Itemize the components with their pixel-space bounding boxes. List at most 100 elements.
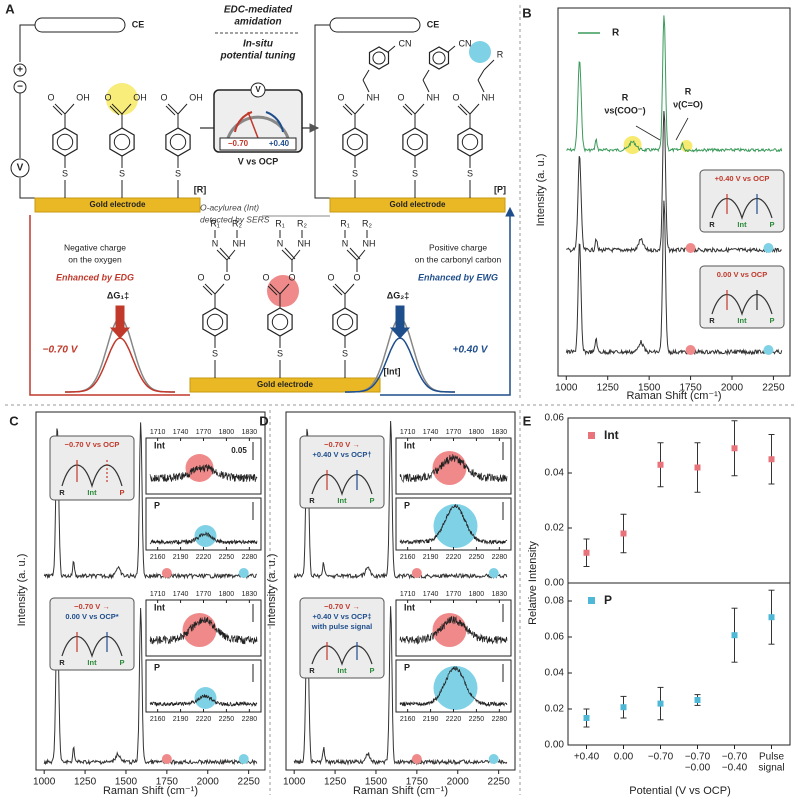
y-tick-label: 0.04 — [545, 468, 565, 479]
data-point — [657, 461, 664, 468]
label: Int — [737, 316, 747, 325]
aromatic-circle — [169, 133, 187, 151]
spectrum-trace — [149, 694, 258, 708]
x-tick-label: 1750 — [406, 777, 429, 788]
x-axis-label: Potential (V vs OCP) — [629, 785, 730, 797]
inset-tick-label: 1740 — [173, 591, 189, 598]
label: O — [47, 92, 54, 102]
inset-tick-label: 1710 — [150, 591, 166, 598]
marker-p — [488, 754, 499, 764]
x-tick-label: 1250 — [324, 777, 347, 788]
bond — [121, 103, 132, 115]
inset-tick-label: 1710 — [400, 429, 416, 436]
label: amidation — [234, 17, 281, 28]
panel-label: D — [259, 413, 268, 428]
bond — [447, 45, 456, 53]
meter-window — [219, 137, 297, 151]
marker-p — [763, 345, 774, 355]
x-tick-label: −0.70 — [685, 752, 711, 763]
legend-label: P — [604, 593, 612, 607]
label: potential tuning — [220, 51, 296, 62]
label: P — [404, 500, 410, 510]
label: N — [212, 238, 219, 248]
label: + — [17, 65, 23, 76]
label: O — [223, 272, 230, 282]
y-axis-label: Relative Intensity — [527, 541, 539, 625]
inset-tick-label: 1830 — [492, 591, 508, 598]
legend-label: R — [612, 28, 620, 39]
x-tick-label: 1750 — [156, 777, 179, 788]
bond — [344, 103, 356, 115]
marker-int — [685, 243, 696, 253]
label: with pulse signal — [311, 622, 372, 631]
counter-electrode — [34, 17, 126, 33]
bond — [362, 69, 370, 81]
bond — [54, 103, 66, 115]
panel-label: C — [9, 413, 19, 428]
marker-p — [763, 243, 774, 253]
x-tick-label: 1750 — [679, 383, 702, 394]
label: +0.40 V vs OCP — [715, 174, 770, 183]
inset-tick-label: 2250 — [219, 554, 235, 561]
legend-swatch — [588, 597, 595, 604]
inset-box — [699, 169, 785, 233]
bond — [219, 247, 231, 260]
label: O — [104, 92, 111, 102]
label: O — [337, 92, 344, 102]
bond — [469, 103, 480, 115]
aromatic-circle — [56, 133, 74, 151]
y-axis-label: Intensity (a. u.) — [266, 554, 278, 627]
x-tick-label: 0.00 — [614, 752, 634, 763]
data-point — [694, 697, 701, 703]
y-tick-label: 0.04 — [545, 668, 565, 679]
needle — [247, 111, 259, 139]
label: OH — [76, 92, 90, 102]
x-tick-label: −0.70 — [648, 752, 674, 763]
inset-tick-label: 2160 — [150, 716, 166, 723]
label: [P] — [494, 184, 506, 194]
spectrum-trace — [566, 15, 783, 154]
x-axis-label: Raman Shift (cm⁻¹) — [353, 785, 448, 797]
benzene-ring — [202, 307, 228, 337]
bond — [356, 249, 366, 261]
spectrum-trace — [399, 504, 508, 545]
label: Gold electrode — [389, 200, 446, 209]
inset-tick-label: 1830 — [242, 429, 258, 436]
label: S — [467, 168, 473, 178]
energy-profile — [711, 198, 773, 221]
label: on the oxygen — [68, 254, 122, 264]
label: P — [404, 662, 410, 672]
bond — [414, 103, 425, 115]
counter-electrode — [329, 17, 421, 33]
label: [Int] — [384, 366, 401, 376]
aromatic-circle — [406, 133, 424, 151]
arrowhead — [309, 123, 320, 133]
label: Int — [337, 496, 347, 505]
bond — [284, 247, 296, 260]
label: +0.40 V — [453, 345, 489, 356]
inset-box — [299, 597, 385, 679]
legend-label: Int — [604, 428, 619, 442]
label: EDC-mediated — [224, 5, 293, 16]
marker-int — [161, 754, 172, 764]
data-point — [768, 456, 775, 463]
label: +0.40 V vs OCP† — [313, 450, 372, 459]
label: O-acylurea (Int) — [200, 202, 259, 212]
arrowhead — [505, 206, 515, 217]
spectrum-trace — [43, 607, 258, 766]
label: P — [769, 316, 774, 325]
x-tick-label: 1000 — [33, 777, 56, 788]
inset-tick-label: 1800 — [219, 429, 235, 436]
marker-p — [238, 754, 249, 764]
label: S — [212, 348, 218, 358]
inset-tick-label: 1800 — [219, 591, 235, 598]
aromatic-circle — [461, 133, 479, 151]
x-tick-label: 2250 — [762, 383, 785, 394]
label: R — [709, 220, 715, 229]
needle-neg — [234, 111, 253, 133]
label: −0.70 — [228, 139, 249, 148]
label: − — [17, 82, 23, 93]
inset-tick-label: 2190 — [173, 554, 189, 561]
gold-electrode — [189, 377, 381, 393]
aromatic-circle — [372, 51, 386, 65]
